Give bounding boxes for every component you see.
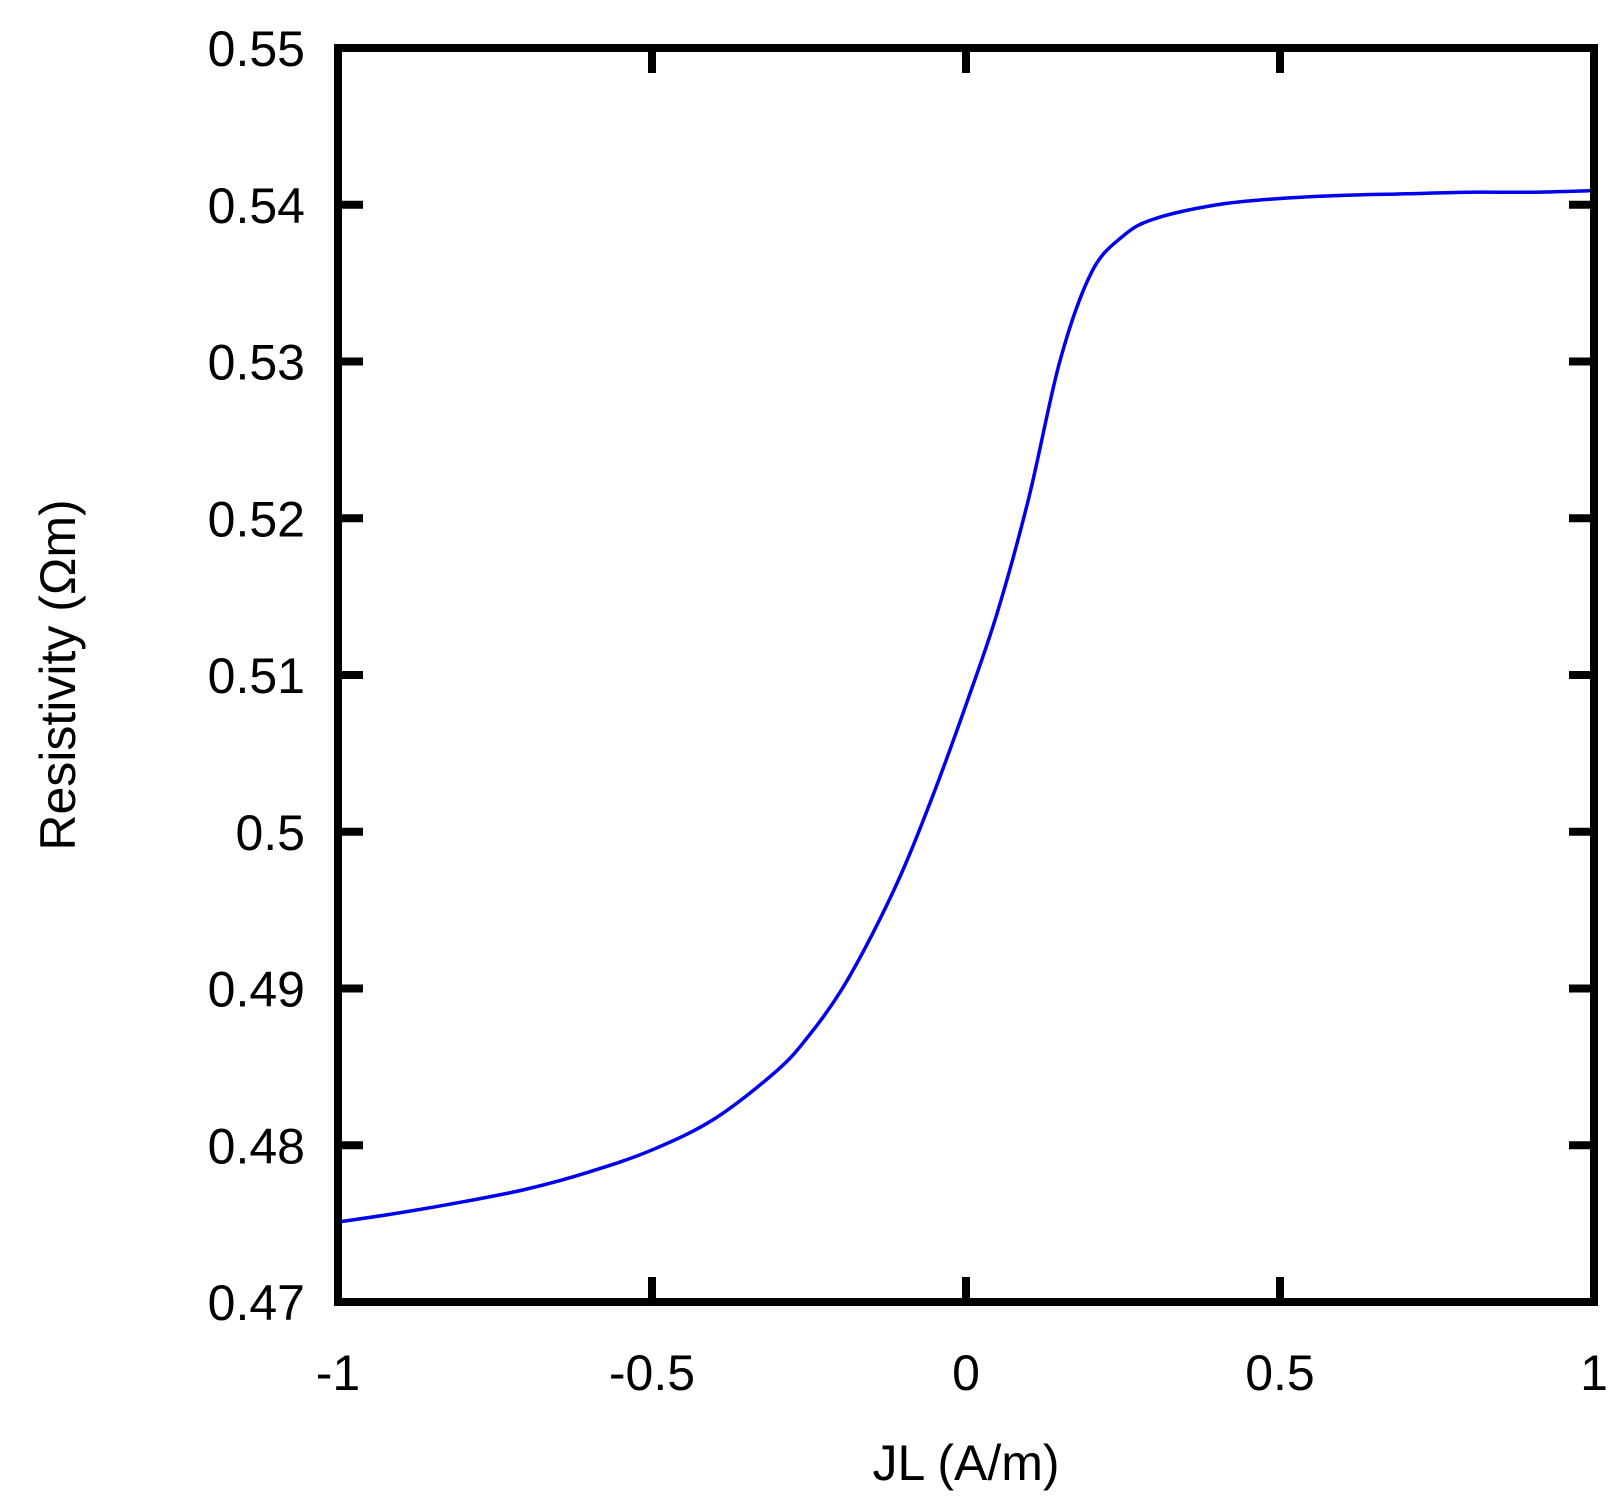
- x-tick-label: 1: [1580, 1345, 1608, 1401]
- y-tick-label: 0.47: [208, 1275, 305, 1331]
- x-axis-title: JL (A/m): [872, 1435, 1059, 1491]
- x-tick-label: -1: [316, 1345, 360, 1401]
- y-axis-title: Resistivity (Ωm): [30, 499, 86, 850]
- y-tick-label: 0.54: [208, 178, 305, 234]
- plot-frame: [334, 44, 1598, 1306]
- x-tick-label: -0.5: [609, 1345, 695, 1401]
- y-tick-label: 0.53: [208, 335, 305, 391]
- y-tick-label: 0.5: [235, 805, 305, 861]
- y-tick-label: 0.55: [208, 21, 305, 77]
- x-tick-label: 0: [952, 1345, 980, 1401]
- series-line-0: [337, 188, 1595, 1224]
- y-tick-labels: 0.47 0.48 0.49 0.5 0.51 0.52 0.53 0.54 0.55: [208, 21, 305, 1331]
- x-tick-labels: -1 -0.5 0 0.5 1: [316, 1345, 1608, 1401]
- series-layer: [337, 188, 1595, 1224]
- x-tick-label: 0.5: [1245, 1345, 1315, 1401]
- y-tick-label: 0.52: [208, 491, 305, 547]
- y-tick-label: 0.48: [208, 1118, 305, 1174]
- y-tick-label: 0.51: [208, 648, 305, 704]
- ticks-layer: [334, 44, 1598, 1306]
- y-tick-label: 0.49: [208, 962, 305, 1018]
